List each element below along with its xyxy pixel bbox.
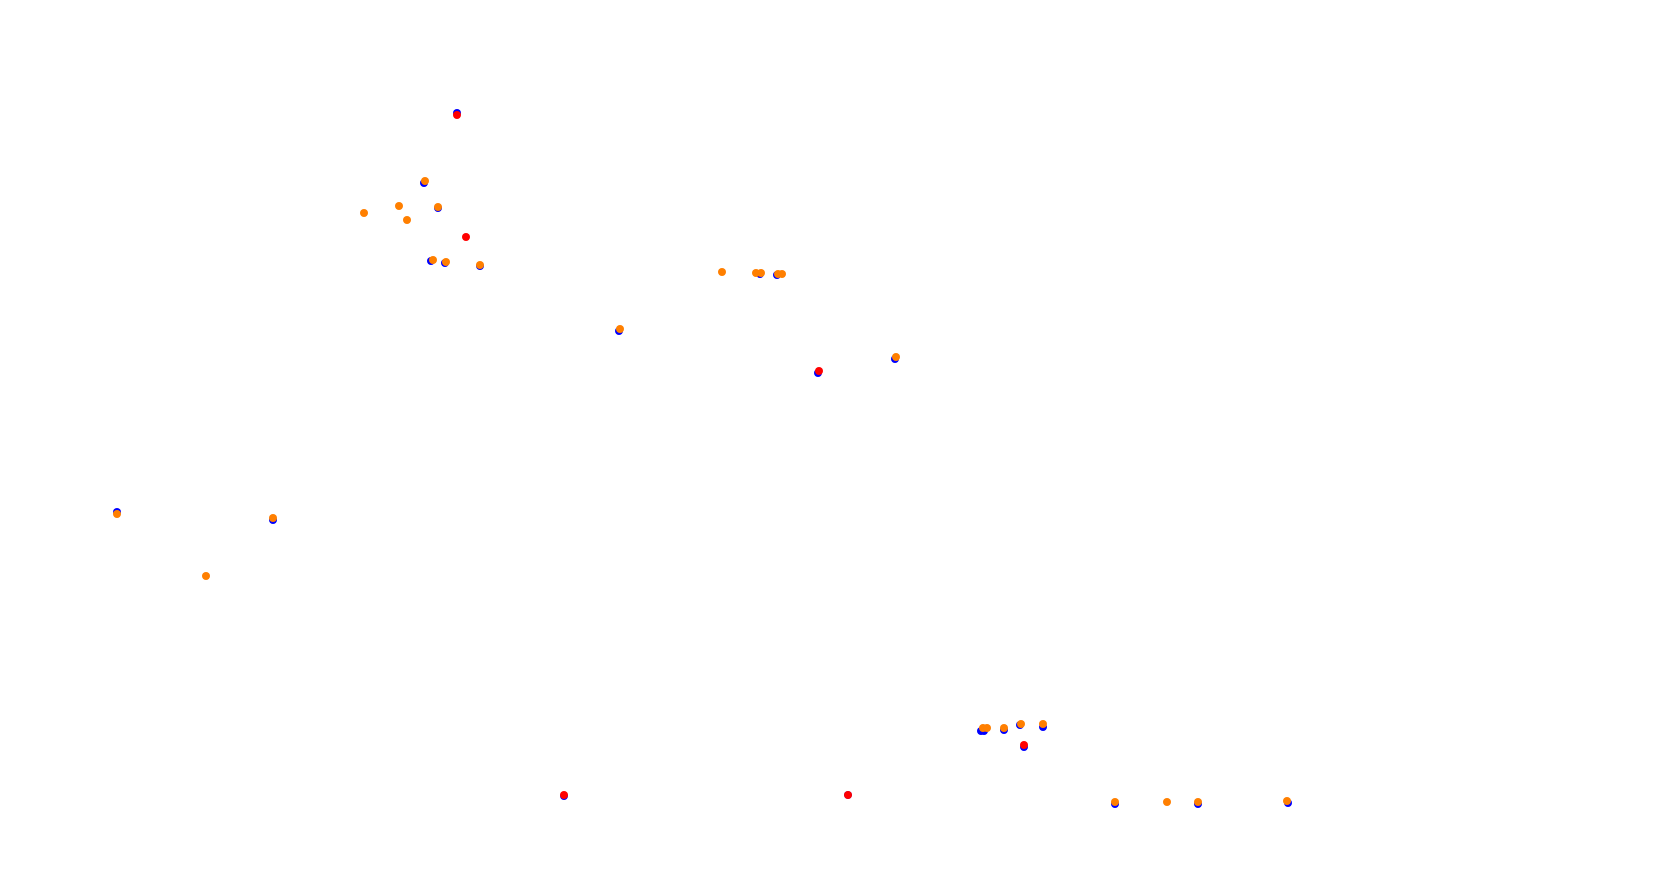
data-point xyxy=(815,367,823,375)
data-point xyxy=(1111,798,1119,806)
data-point xyxy=(442,258,450,266)
data-point xyxy=(1194,798,1202,806)
data-point xyxy=(476,261,484,269)
data-point xyxy=(434,203,442,211)
data-point xyxy=(1039,720,1047,728)
data-point xyxy=(1020,741,1028,749)
data-point xyxy=(1017,720,1025,728)
data-point xyxy=(462,233,470,241)
data-point xyxy=(718,268,726,276)
data-point xyxy=(429,256,437,264)
data-point xyxy=(113,510,121,518)
series-1 xyxy=(453,111,1028,799)
data-point xyxy=(983,724,991,732)
data-point xyxy=(1283,797,1291,805)
data-point xyxy=(778,270,786,278)
data-point xyxy=(403,216,411,224)
series-2 xyxy=(113,177,1291,806)
data-point xyxy=(421,177,429,185)
data-point xyxy=(616,325,624,333)
data-point xyxy=(453,111,461,119)
data-point xyxy=(1163,798,1171,806)
data-point xyxy=(757,269,765,277)
data-point xyxy=(1000,724,1008,732)
data-point xyxy=(395,202,403,210)
data-point xyxy=(360,209,368,217)
data-point xyxy=(844,791,852,799)
data-point xyxy=(892,353,900,361)
data-point xyxy=(269,514,277,522)
data-point xyxy=(560,791,568,799)
data-point xyxy=(202,572,210,580)
series-0 xyxy=(113,109,1292,808)
